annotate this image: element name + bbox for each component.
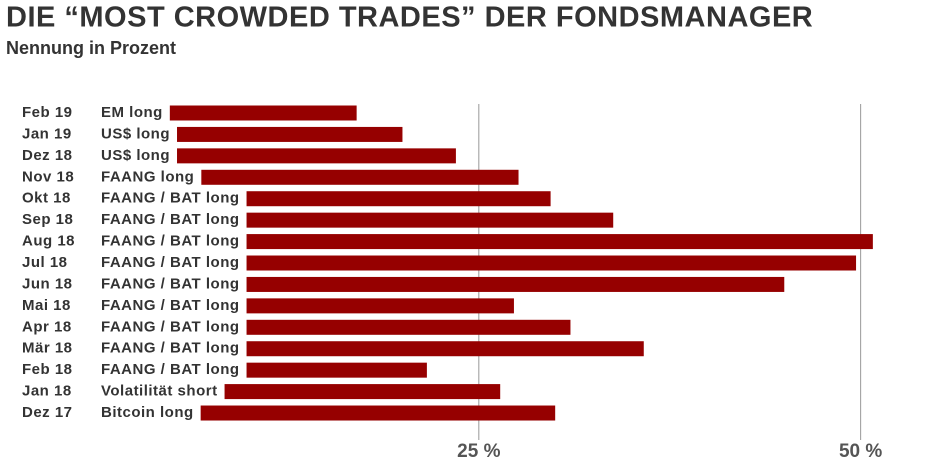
trade-label: EM long	[101, 104, 163, 121]
bar	[246, 191, 551, 207]
y-tick-label: Sep 18	[22, 211, 73, 228]
trade-label: FAANG / BAT long	[101, 211, 240, 228]
trade-label: Volatilität short	[101, 383, 218, 400]
trade-label: FAANG / BAT long	[101, 254, 240, 271]
trade-label: US$ long	[101, 125, 170, 142]
bar	[169, 105, 357, 121]
y-tick-label: Jan 18	[22, 383, 72, 400]
trade-label: FAANG / BAT long	[101, 297, 240, 314]
bar	[246, 341, 644, 357]
trade-label: FAANG / BAT long	[101, 361, 240, 378]
trade-label: Bitcoin long	[101, 404, 194, 421]
y-tick-label: Dez 17	[22, 404, 73, 421]
bar	[246, 255, 857, 271]
y-tick-label: Okt 18	[22, 190, 71, 207]
chart-subtitle: Nennung in Prozent	[6, 38, 176, 58]
y-tick-label: Mai 18	[22, 297, 71, 314]
bar	[201, 169, 519, 185]
bar	[246, 212, 614, 228]
y-tick-label: Feb 18	[22, 361, 73, 378]
trade-label: US$ long	[101, 147, 170, 164]
x-tick-label: 50 %	[839, 441, 882, 462]
x-tick-label: 25 %	[457, 441, 500, 462]
y-tick-label: Jul 18	[22, 254, 68, 271]
y-tick-label: Jan 19	[22, 125, 72, 142]
trade-label: FAANG / BAT long	[101, 275, 240, 292]
bar	[177, 148, 456, 164]
trade-label: FAANG / BAT long	[101, 318, 240, 335]
y-tick-label: Feb 19	[22, 104, 73, 121]
bar	[200, 405, 556, 421]
y-tick-label: Aug 18	[22, 233, 75, 250]
bar	[224, 384, 501, 400]
y-tick-label: Nov 18	[22, 168, 74, 185]
bar	[246, 298, 514, 314]
trade-label: FAANG long	[101, 168, 194, 185]
y-tick-label: Apr 18	[22, 318, 72, 335]
chart-title: DIE “MOST CROWDED TRADES” DER FONDSMANAG…	[6, 2, 813, 34]
y-tick-label: Jun 18	[22, 275, 73, 292]
bar	[246, 319, 571, 335]
y-tick-label: Dez 18	[22, 147, 73, 164]
bar	[246, 362, 427, 378]
trade-label: FAANG / BAT long	[101, 190, 240, 207]
y-tick-label: Mär 18	[22, 340, 73, 357]
bar	[177, 126, 403, 142]
trade-label: FAANG / BAT long	[101, 233, 240, 250]
trade-label: FAANG / BAT long	[101, 340, 240, 357]
bar	[246, 234, 873, 250]
bar	[246, 276, 785, 292]
